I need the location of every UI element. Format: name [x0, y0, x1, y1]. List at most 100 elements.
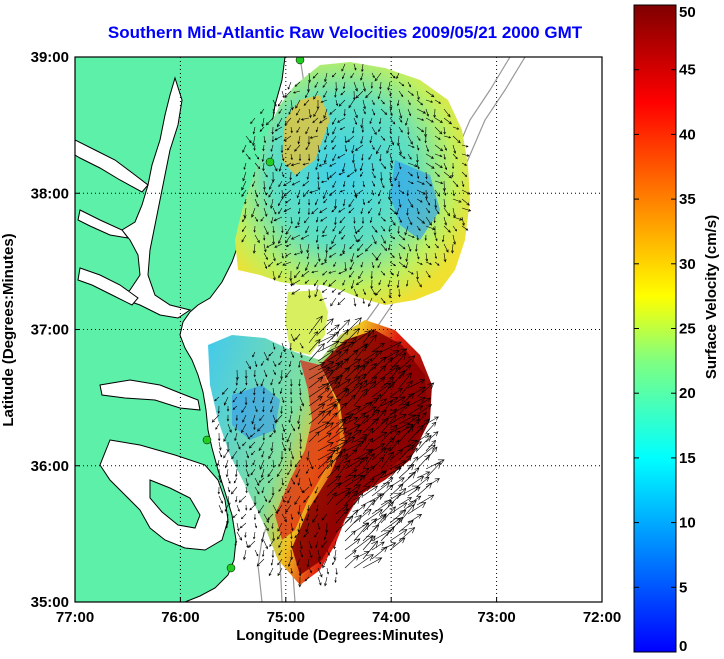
velocity-arrow [326, 324, 340, 335]
colorbar-tick-label: 45 [679, 62, 696, 79]
velocity-arrow [281, 423, 286, 433]
velocity-arrow [317, 558, 322, 565]
velocity-arrow [443, 216, 447, 226]
velocity-arrow [244, 198, 247, 205]
velocity-arrow [263, 198, 268, 206]
velocity-arrow [353, 234, 358, 243]
colorbar-tick-label: 15 [679, 450, 696, 467]
velocity-arrow [267, 477, 274, 484]
velocity-arrow [331, 144, 337, 150]
velocity-arrow [338, 171, 346, 176]
velocity-arrow [389, 261, 397, 267]
velocity-arrow [235, 414, 239, 421]
velocity-arrow [326, 351, 342, 362]
velocity-arrow [434, 180, 444, 185]
velocity-arrow [254, 522, 258, 529]
velocity-arrow [342, 81, 346, 90]
velocity-arrow [450, 243, 454, 254]
velocity-arrow [364, 243, 373, 252]
velocity-arrow [335, 402, 347, 416]
velocity-arrow [355, 279, 364, 286]
velocity-arrow [308, 343, 325, 362]
velocity-arrow [278, 360, 283, 366]
velocity-arrow [344, 424, 361, 434]
velocity-arrow [233, 387, 238, 394]
velocity-arrow [344, 554, 359, 569]
velocity-arrow [268, 351, 274, 357]
y-tick-label: 39:00 [31, 49, 69, 66]
velocity-arrow [290, 396, 293, 404]
velocity-arrow [317, 361, 335, 371]
velocity-arrow [443, 144, 447, 151]
velocity-arrow [398, 364, 412, 380]
velocity-arrow [302, 180, 310, 187]
velocity-arrow [405, 117, 409, 126]
velocity-arrow [380, 216, 386, 222]
velocity-arrow [277, 99, 283, 107]
velocity-arrow [260, 360, 265, 367]
velocity-arrow [263, 189, 267, 196]
velocity-arrow [416, 171, 420, 179]
velocity-arrow [217, 432, 221, 442]
velocity-arrow [360, 171, 364, 177]
velocity-arrow [297, 477, 301, 486]
velocity-arrow [443, 207, 451, 217]
velocity-arrow [425, 216, 432, 226]
velocity-arrow [330, 297, 337, 307]
velocity-arrow [317, 341, 340, 353]
velocity-arrow [407, 234, 415, 238]
velocity-arrow [371, 499, 392, 515]
velocity-arrow [353, 330, 372, 344]
velocity-arrow [389, 449, 404, 461]
velocity-arrow [242, 441, 247, 447]
velocity-arrow [262, 432, 266, 441]
velocity-arrow [416, 476, 430, 488]
velocity-arrow [305, 90, 310, 99]
velocity-arrow [265, 117, 274, 126]
velocity-arrow [407, 144, 415, 148]
velocity-arrow [344, 469, 358, 479]
velocity-arrow [272, 207, 277, 215]
velocity-arrow [434, 234, 438, 242]
velocity-arrow [371, 470, 387, 488]
velocity-arrow [326, 126, 330, 137]
velocity-arrow [272, 342, 276, 350]
velocity-arrow [344, 406, 362, 416]
velocity-arrow [461, 189, 471, 195]
velocity-arrow [234, 423, 238, 432]
velocity-arrow [271, 135, 275, 143]
velocity-arrow [278, 108, 283, 114]
velocity-arrow [389, 234, 396, 240]
velocity-arrow [253, 225, 256, 233]
velocity-arrow [308, 421, 330, 434]
velocity-arrow [328, 189, 337, 196]
velocity-arrow [274, 135, 283, 141]
velocity-arrow [396, 279, 400, 289]
velocity-arrow [331, 558, 337, 566]
velocity-arrow [281, 513, 287, 523]
velocity-arrow [335, 358, 350, 371]
outer-banks-land [149, 479, 201, 529]
velocity-arrow [335, 348, 349, 362]
velocity-arrow [293, 270, 301, 279]
velocity-arrow [333, 261, 337, 268]
velocity-arrow [389, 352, 407, 371]
velocity-arrow [335, 448, 346, 461]
velocity-arrow [314, 81, 319, 88]
velocity-arrow [344, 530, 356, 542]
velocity-arrow [259, 459, 265, 470]
velocity-arrow [374, 72, 382, 82]
velocity-arrow [341, 234, 346, 240]
velocity-arrow [239, 387, 247, 395]
velocity-arrow [262, 549, 265, 558]
velocity-arrow [296, 108, 301, 116]
colorbar-tick-label: 30 [679, 256, 696, 273]
velocity-arrow [416, 126, 425, 133]
velocity-arrow [290, 513, 294, 520]
velocity-arrow [322, 225, 328, 234]
velocity-arrow [269, 432, 274, 438]
velocity-arrow [322, 81, 328, 88]
velocity-arrow [245, 504, 248, 511]
velocity-arrow [407, 135, 413, 145]
velocity-arrow [332, 153, 337, 162]
